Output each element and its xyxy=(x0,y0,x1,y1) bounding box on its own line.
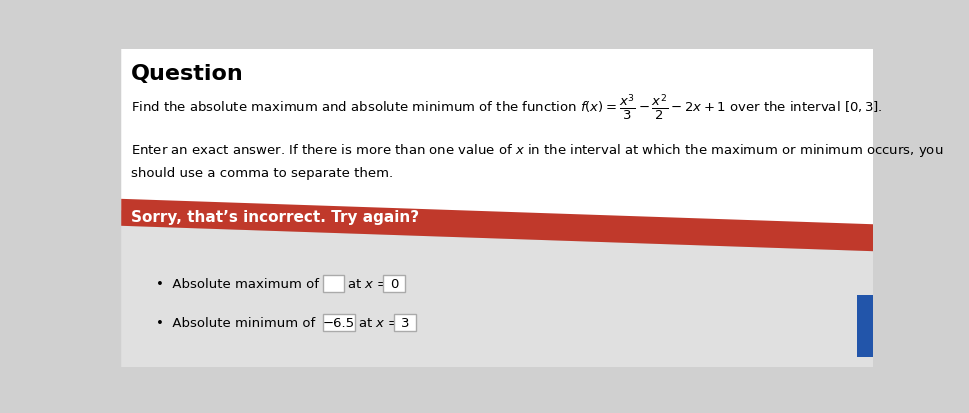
Polygon shape xyxy=(121,199,872,252)
Text: •  Absolute minimum of: • Absolute minimum of xyxy=(156,316,315,329)
Polygon shape xyxy=(121,50,872,230)
FancyBboxPatch shape xyxy=(323,314,355,331)
FancyBboxPatch shape xyxy=(383,275,404,292)
Text: should use a comma to separate them.: should use a comma to separate them. xyxy=(131,166,392,179)
Text: Find the absolute maximum and absolute minimum of the function $f(x) = \dfrac{x^: Find the absolute maximum and absolute m… xyxy=(131,92,882,121)
Text: at $x$ =: at $x$ = xyxy=(358,316,398,329)
FancyBboxPatch shape xyxy=(857,295,876,357)
FancyBboxPatch shape xyxy=(393,314,416,331)
Text: Enter an exact answer. If there is more than one value of $x$ in the interval at: Enter an exact answer. If there is more … xyxy=(131,142,942,159)
Text: Sorry, that’s incorrect. Try again?: Sorry, that’s incorrect. Try again? xyxy=(131,209,419,224)
Polygon shape xyxy=(121,226,872,368)
Text: Question: Question xyxy=(131,63,243,83)
Text: •  Absolute maximum of: • Absolute maximum of xyxy=(156,278,319,290)
Text: 0: 0 xyxy=(390,278,398,290)
Text: at $x$ =: at $x$ = xyxy=(347,278,388,290)
Text: −6.5: −6.5 xyxy=(323,316,355,329)
FancyBboxPatch shape xyxy=(323,275,344,292)
Text: 3: 3 xyxy=(400,316,409,329)
